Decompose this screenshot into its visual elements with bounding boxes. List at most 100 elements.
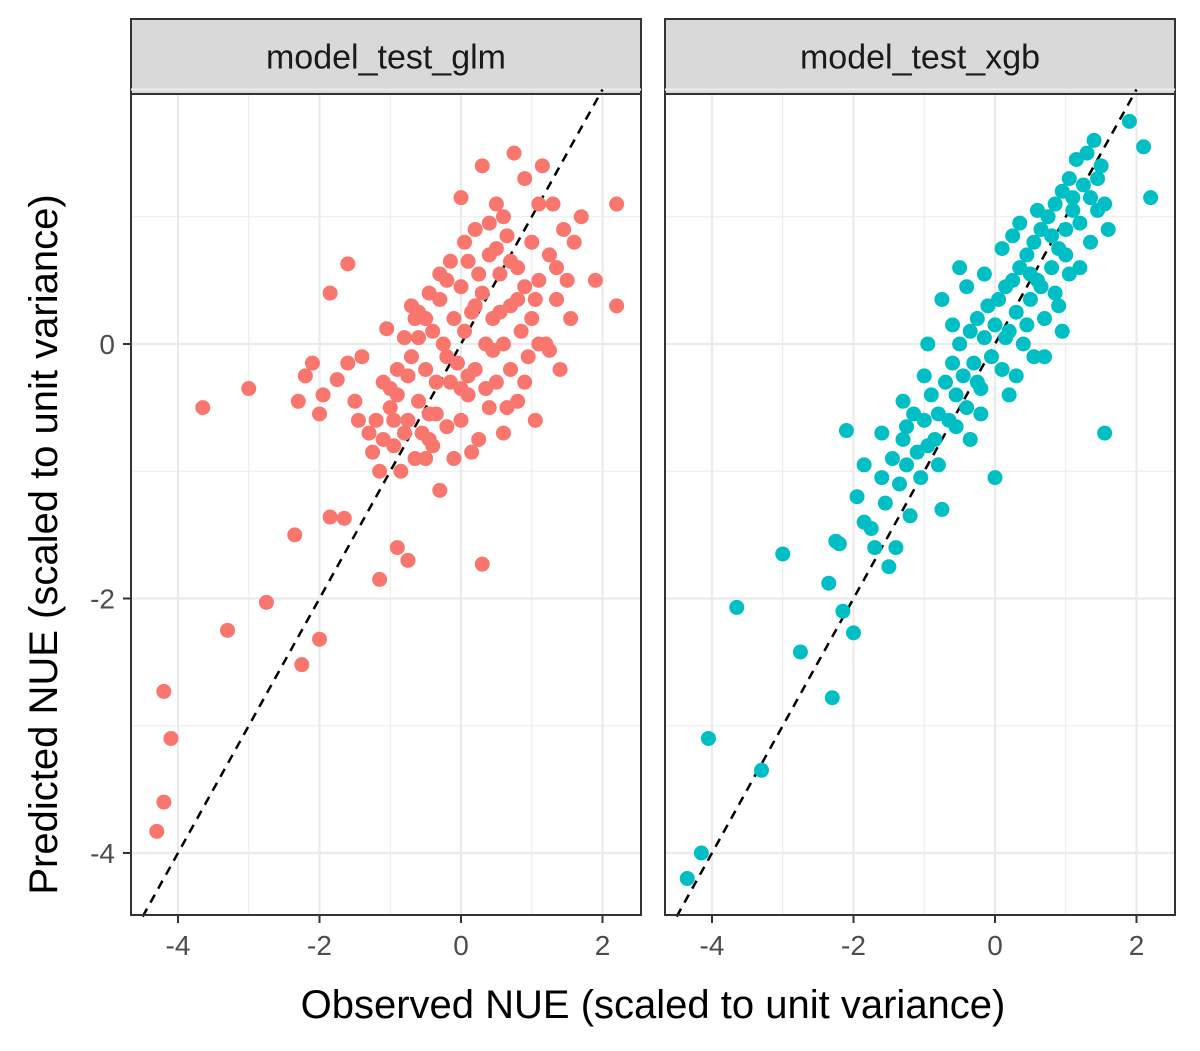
data-point <box>294 657 310 673</box>
data-point <box>432 482 448 498</box>
data-point <box>955 368 971 384</box>
data-point <box>495 209 511 225</box>
data-point <box>396 330 412 346</box>
data-point <box>541 247 557 263</box>
data-point <box>446 451 462 467</box>
data-point <box>495 425 511 441</box>
data-point <box>354 349 370 365</box>
data-point <box>1005 228 1021 244</box>
data-point <box>368 412 384 428</box>
data-point <box>1143 190 1159 206</box>
data-point <box>524 234 540 250</box>
data-point <box>1008 368 1024 384</box>
data-point <box>888 540 904 556</box>
data-point <box>428 374 444 390</box>
data-point <box>1065 202 1081 218</box>
x-tick-label: -2 <box>841 930 866 961</box>
data-point <box>1026 349 1042 365</box>
data-point <box>700 730 716 746</box>
data-point <box>987 470 1003 486</box>
reference-line <box>141 88 604 918</box>
data-point <box>481 400 497 416</box>
data-point <box>1058 221 1074 237</box>
data-point <box>1047 196 1063 212</box>
data-point <box>1061 171 1077 187</box>
data-point <box>485 342 501 358</box>
strip-label: model_test_xgb <box>800 39 1040 77</box>
data-point <box>1001 387 1017 403</box>
data-point <box>1005 272 1021 288</box>
data-point <box>527 291 543 307</box>
x-tick-label: 0 <box>987 930 1003 961</box>
panel-model-test-glm: model_test_glm -4 -2 0 2 <box>130 18 642 961</box>
data-point <box>1051 298 1067 314</box>
data-point <box>340 256 356 272</box>
data-point <box>156 794 172 810</box>
data-point <box>994 241 1010 257</box>
data-point <box>976 330 992 346</box>
data-point <box>361 425 377 441</box>
data-point <box>400 552 416 568</box>
data-point <box>923 387 939 403</box>
data-point <box>1090 202 1106 218</box>
data-point <box>506 145 522 161</box>
x-tick-label: 2 <box>595 930 611 961</box>
grid-lines <box>131 88 641 915</box>
data-point <box>386 412 402 428</box>
data-point <box>510 291 526 307</box>
data-point <box>1086 132 1102 148</box>
data-point <box>393 463 409 479</box>
data-point <box>1037 349 1053 365</box>
data-points <box>149 145 625 839</box>
data-point <box>587 272 603 288</box>
data-point <box>1044 260 1060 276</box>
data-point <box>432 266 448 282</box>
data-point <box>945 355 961 371</box>
data-point <box>453 190 469 206</box>
data-point <box>457 234 473 250</box>
data-point <box>365 444 381 460</box>
data-point <box>835 603 851 619</box>
data-point <box>556 221 572 237</box>
data-point <box>297 368 313 384</box>
data-point <box>418 451 434 467</box>
data-point <box>329 372 345 388</box>
data-point <box>435 336 451 352</box>
data-point <box>916 368 932 384</box>
data-point <box>347 393 363 409</box>
data-point <box>1037 311 1053 327</box>
data-point <box>163 730 179 746</box>
data-point <box>952 336 968 352</box>
data-point <box>1044 228 1060 244</box>
data-point <box>1033 279 1049 295</box>
data-point <box>899 457 915 473</box>
data-point <box>312 406 327 422</box>
data-point <box>881 559 897 575</box>
data-point <box>976 266 992 282</box>
data-point <box>290 393 306 409</box>
data-point <box>428 406 444 422</box>
y-axis-title: Predicted NUE (scaled to unit variance) <box>22 194 66 894</box>
data-point <box>488 196 504 212</box>
data-point <box>258 594 274 610</box>
data-point <box>884 451 900 467</box>
data-point <box>959 400 975 416</box>
strip-label: model_test_glm <box>266 39 506 77</box>
data-point <box>287 527 303 543</box>
data-point <box>952 260 968 276</box>
data-point <box>948 419 964 435</box>
data-point <box>372 571 388 587</box>
data-point <box>1121 113 1137 129</box>
y-tick-label: 0 <box>99 329 115 360</box>
data-point <box>400 368 416 384</box>
data-point <box>792 644 808 660</box>
data-point <box>754 762 770 778</box>
data-point <box>517 374 533 390</box>
data-point <box>407 311 423 327</box>
data-point <box>474 285 490 301</box>
data-point <box>460 253 476 269</box>
data-point <box>991 291 1007 307</box>
data-point <box>421 431 437 447</box>
